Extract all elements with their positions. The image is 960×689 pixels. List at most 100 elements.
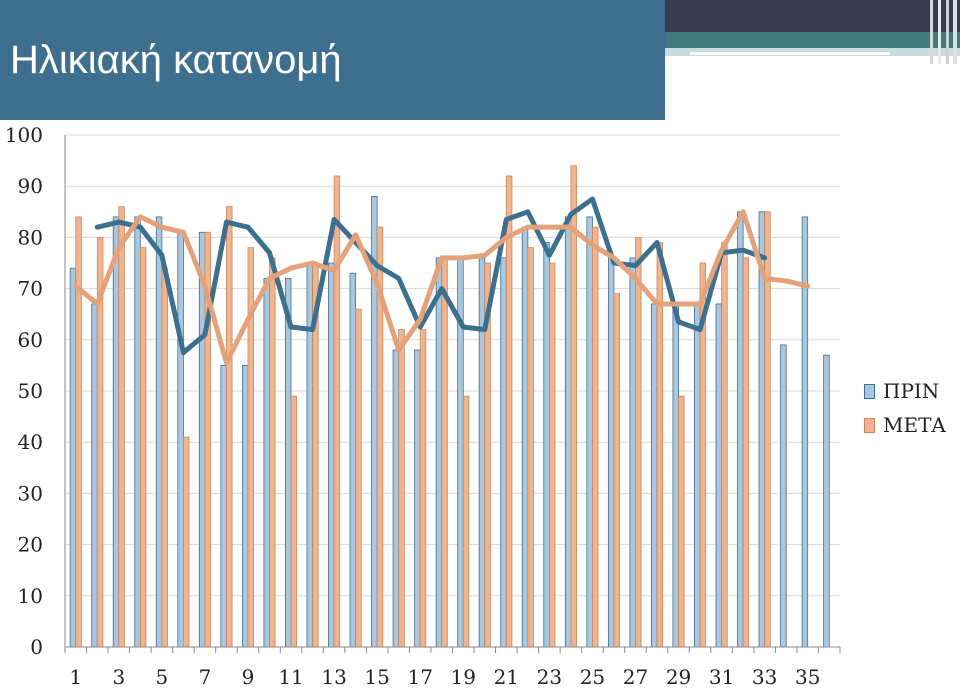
bar-meta (505, 175, 513, 648)
x-tick-label: 3 (112, 665, 125, 689)
bar-meta (118, 206, 125, 648)
bar-meta (333, 175, 341, 648)
bar-prin (112, 216, 120, 648)
legend-label-meta: ΜΕΤΑ (883, 413, 946, 437)
trend-lines (73, 196, 811, 366)
x-tick-labels: 1 3 5 7 9 11 13 15 17 19 21 23 25 27 29 31 33 35 (69, 665, 820, 689)
header-decoration (665, 0, 960, 64)
x-tick-label: 9 (242, 665, 255, 689)
bar-prin (521, 226, 529, 648)
bar-prin (823, 354, 830, 648)
bar-prin (155, 216, 163, 648)
y-tick-label: 60 (18, 328, 43, 352)
bar-prin (500, 257, 507, 648)
bar-prin (69, 267, 77, 648)
title-bar: Ηλικιακή κατανομή (0, 0, 665, 120)
bar-prin (607, 257, 615, 648)
bar-prin (241, 364, 249, 648)
bar-meta (398, 329, 405, 648)
bar-meta (290, 395, 298, 648)
legend: ΠΡΙΝ ΜΕΤΑ (864, 374, 946, 442)
bar-meta (570, 165, 577, 648)
axes (64, 135, 841, 653)
bar-meta (182, 436, 190, 648)
bar-prin (134, 216, 141, 648)
bar-meta (592, 226, 599, 648)
bar-meta (419, 329, 427, 648)
bar-prin (177, 231, 184, 648)
x-tick-label: 1 (69, 665, 82, 689)
bar-prin (543, 242, 550, 648)
legend-item-meta: ΜΕΤΑ (864, 408, 946, 442)
y-tick-label: 90 (18, 174, 43, 198)
x-tick-label: 17 (407, 665, 432, 689)
y-tick-label: 20 (18, 533, 43, 557)
bar-prin (651, 303, 658, 648)
y-tick-label: 30 (18, 481, 43, 505)
bar-prin (564, 216, 572, 648)
x-tick-label: 31 (709, 665, 734, 689)
x-tick-label: 23 (537, 665, 562, 689)
bar-prin (586, 216, 593, 648)
bar-prin (285, 277, 292, 648)
y-tick-label: 40 (18, 430, 43, 454)
bar-prin (306, 262, 313, 648)
bar-meta (139, 247, 147, 648)
bar-prin (414, 349, 421, 648)
legend-item-prin: ΠΡΙΝ (864, 374, 946, 408)
bar-meta (226, 206, 233, 648)
bar-meta (742, 257, 750, 648)
x-tick-label: 21 (494, 665, 519, 689)
bar-prin (91, 303, 98, 648)
x-tick-label: 25 (580, 665, 605, 689)
bar-prin (801, 216, 809, 648)
bar-meta (721, 242, 728, 648)
bar-prin (478, 257, 486, 648)
bar-meta (161, 267, 168, 648)
x-tick-label: 27 (623, 665, 648, 689)
bar-prin (694, 303, 701, 648)
bar-prin (715, 303, 722, 648)
legend-swatch-meta (864, 417, 875, 433)
x-tick-label: 19 (451, 665, 476, 689)
bar-meta (613, 293, 620, 648)
y-tick-labels: 0 10 20 30 40 50 60 70 80 90 100 (5, 123, 43, 659)
bar-prin (629, 257, 636, 648)
x-tick-label: 13 (321, 665, 346, 689)
bar-prin (328, 262, 335, 648)
bar-prin (349, 272, 357, 648)
bar-prin (780, 344, 787, 648)
bar-meta (635, 236, 642, 648)
y-tick-label: 10 (18, 584, 43, 608)
bar-meta (548, 262, 556, 648)
bar-prin (435, 257, 443, 648)
slide-title: Ηλικιακή κατανομή (10, 38, 342, 82)
bar-prin (263, 277, 270, 648)
bar-meta (441, 257, 448, 648)
y-tick-label: 80 (18, 225, 43, 249)
legend-label-prin: ΠΡΙΝ (883, 379, 940, 403)
bar-meta (269, 257, 276, 648)
trend-line-prin (94, 196, 768, 356)
x-tick-label: 11 (278, 665, 303, 689)
bar-meta (75, 216, 82, 648)
bar-meta (462, 395, 470, 648)
bar-prin (672, 303, 679, 648)
y-tick-label: 100 (5, 123, 43, 147)
legend-swatch-prin (864, 383, 875, 399)
bar-meta (527, 247, 534, 648)
y-tick-label: 0 (30, 635, 43, 659)
x-tick-label: 29 (666, 665, 691, 689)
x-tick-label: 7 (199, 665, 212, 689)
bar-meta (355, 308, 362, 648)
y-tick-label: 70 (18, 277, 43, 301)
bar-prin (198, 231, 206, 648)
bar-prin (737, 211, 744, 648)
y-tick-label: 50 (18, 379, 43, 403)
trend-line-meta (73, 209, 811, 366)
x-tick-label: 33 (752, 665, 777, 689)
bar-prin (392, 349, 400, 648)
x-tick-label: 5 (156, 665, 169, 689)
x-tick-label: 35 (795, 665, 820, 689)
